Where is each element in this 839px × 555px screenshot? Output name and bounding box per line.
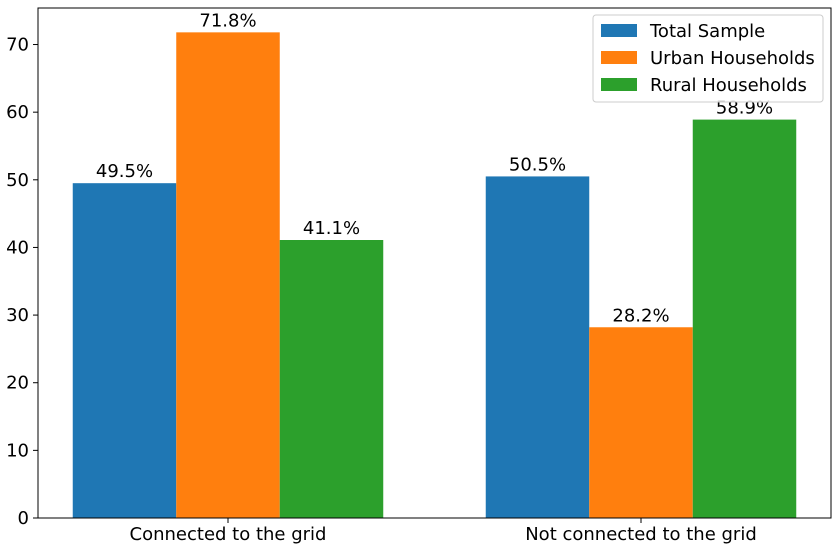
legend-swatch-1 <box>601 24 637 37</box>
data-label-3-2: 58.9% <box>716 98 773 119</box>
y-tick-label-50: 50 <box>6 170 29 191</box>
legend-label-3: Rural Households <box>650 75 807 96</box>
bar-3-1 <box>279 240 384 518</box>
legend-label-1: Total Sample <box>649 21 765 42</box>
y-tick-label-30: 30 <box>6 305 29 326</box>
data-label-2-1: 71.8% <box>199 10 256 31</box>
bar-3-2 <box>692 119 797 519</box>
x-tick-label-2: Not connected to the grid <box>525 524 757 545</box>
y-tick-label-60: 60 <box>6 102 29 123</box>
y-tick-label-70: 70 <box>6 35 29 56</box>
y-tick-label-20: 20 <box>6 373 29 394</box>
legend-swatch-3 <box>601 78 637 91</box>
legend-box <box>592 14 824 103</box>
bar-1-1 <box>72 183 177 518</box>
data-label-1-1: 49.5% <box>96 161 153 182</box>
legend-label-2: Urban Households <box>650 48 815 69</box>
plot-frame <box>37 7 832 519</box>
data-label-1-2: 50.5% <box>509 154 566 175</box>
data-label-3-1: 41.1% <box>303 218 360 239</box>
bar-2-2 <box>589 327 693 518</box>
bar-2-1 <box>176 32 280 519</box>
bar-1-2 <box>485 176 590 518</box>
y-tick-label-0: 0 <box>18 508 29 529</box>
y-tick-label-10: 10 <box>6 440 29 461</box>
legend-swatch-2 <box>601 51 637 64</box>
y-tick-label-40: 40 <box>6 237 29 258</box>
data-label-2-2: 28.2% <box>612 305 669 326</box>
x-tick-label-1: Connected to the grid <box>130 524 327 545</box>
